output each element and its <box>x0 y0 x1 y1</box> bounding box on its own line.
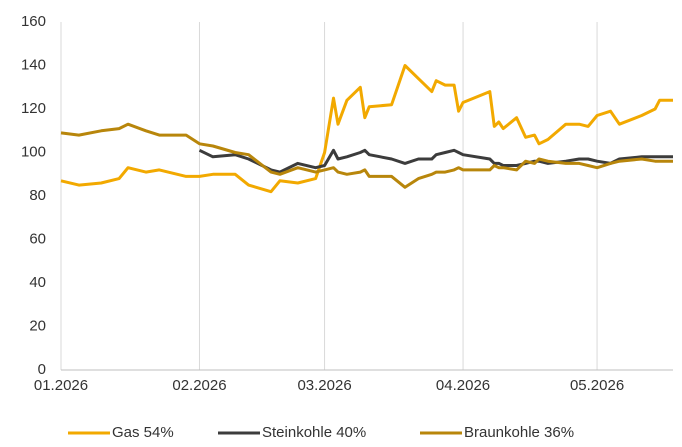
y-tick-label: 120 <box>21 100 46 117</box>
legend-label: Gas 54% <box>112 424 174 441</box>
y-tick-label: 160 <box>21 13 46 30</box>
legend-label: Steinkohle 40% <box>262 424 366 441</box>
y-tick-label: 80 <box>29 187 46 204</box>
series-line <box>60 122 673 189</box>
x-tick-label: 01.2026 <box>34 377 88 394</box>
y-tick-label: 20 <box>29 317 46 334</box>
y-tick-label: 0 <box>38 361 46 378</box>
y-tick-label: 140 <box>21 56 46 73</box>
y-tick-label: 100 <box>21 143 46 160</box>
x-tick-label: 05.2026 <box>570 377 624 394</box>
series-line <box>60 64 673 194</box>
x-tick-label: 02.2026 <box>172 377 226 394</box>
x-tick-label: 03.2026 <box>297 377 351 394</box>
series-line <box>198 148 673 174</box>
y-tick-label: 60 <box>29 230 46 247</box>
y-tick-label: 40 <box>29 274 46 291</box>
x-tick-label: 04.2026 <box>436 377 490 394</box>
legend-label: Braunkohle 36% <box>464 424 574 441</box>
